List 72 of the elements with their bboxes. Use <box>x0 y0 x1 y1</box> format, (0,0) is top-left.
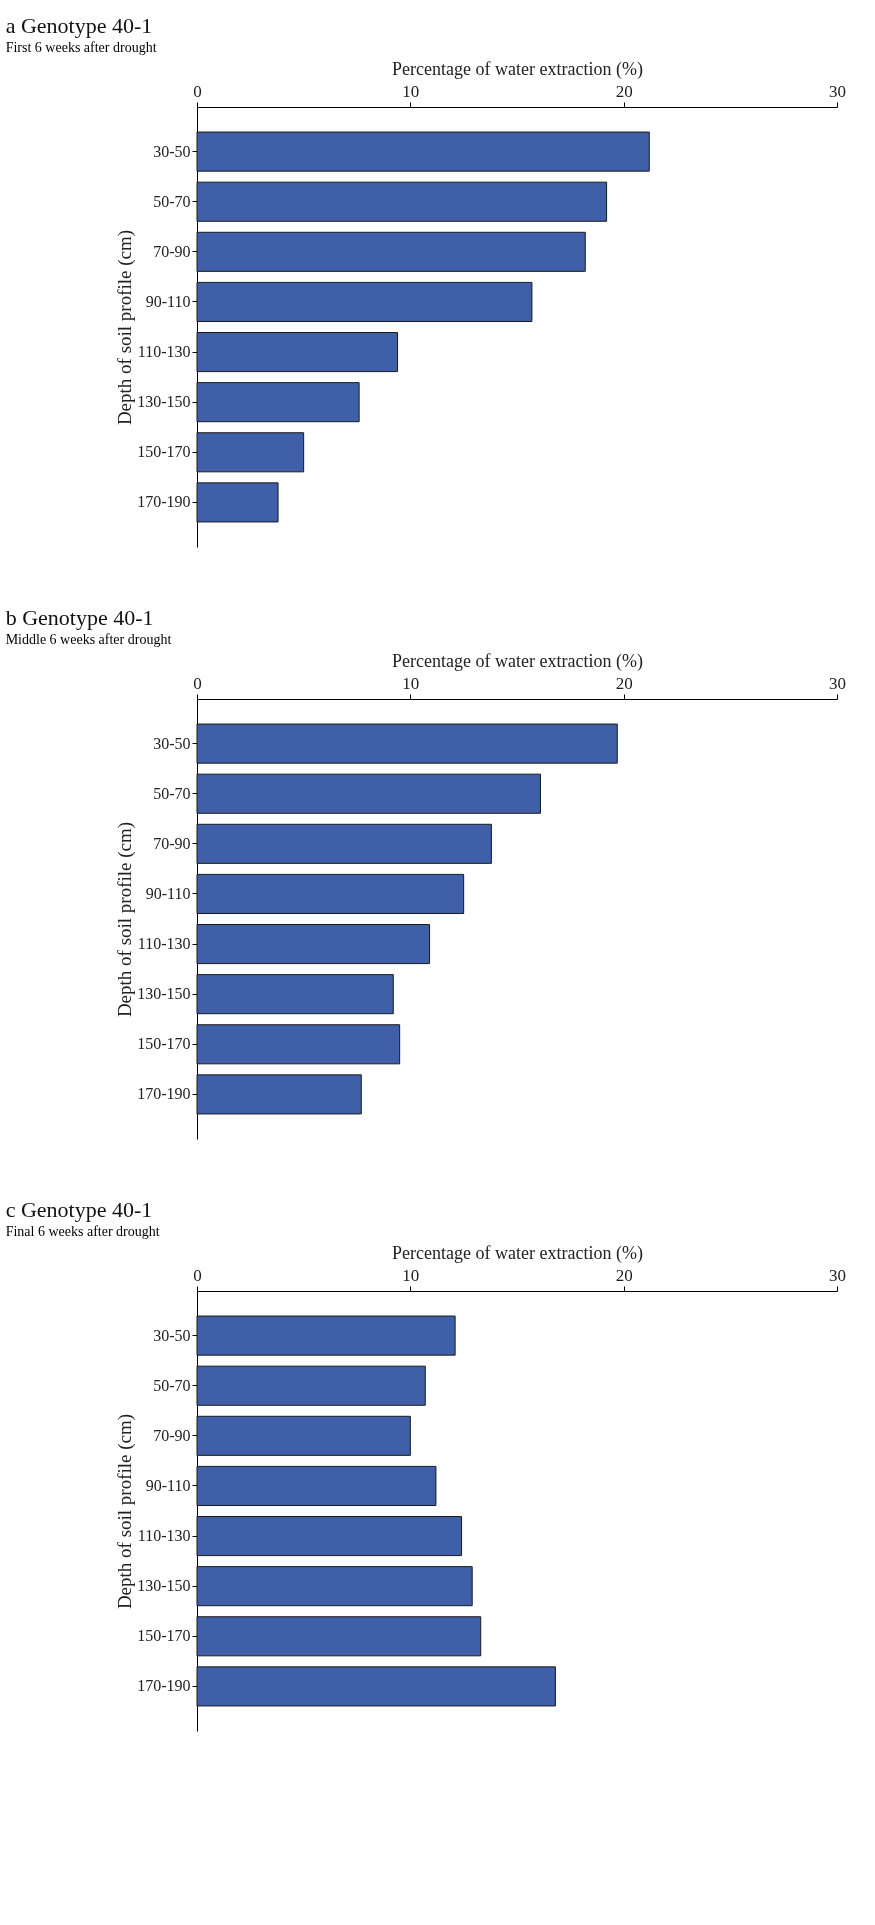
bar <box>196 482 279 523</box>
y-axis-title: Depth of soil profile (cm) <box>114 229 137 426</box>
y-tick-label: 170-190 <box>137 1085 191 1103</box>
bar <box>196 723 618 764</box>
y-tick-label: 130-150 <box>137 393 191 411</box>
chart-title: a Genotype 40-1 <box>5 13 153 38</box>
text: Final 6 weeks after drought <box>5 1224 160 1239</box>
y-tick-label: 50-70 <box>153 784 191 802</box>
y-axis-title: Depth of soil profile (cm) <box>114 1413 137 1610</box>
y-tick-label: 150-170 <box>137 443 191 461</box>
x-axis-title: Percentage of water extraction (%) <box>392 58 643 80</box>
y-tick-label: 170-190 <box>137 1677 191 1695</box>
x-tick-label: 0 <box>193 1265 202 1285</box>
y-tick-label: 70-90 <box>153 1426 191 1444</box>
x-tick-label: 30 <box>829 1265 846 1285</box>
bar <box>196 974 394 1015</box>
bar <box>196 1315 456 1356</box>
y-axis-title: Depth of soil profile (cm) <box>114 821 137 1018</box>
y-tick-label: 30-50 <box>153 1326 191 1344</box>
bar <box>196 1566 473 1607</box>
bar <box>196 1074 362 1115</box>
chart-subtitle: Middle 6 weeks after drought <box>5 632 172 647</box>
bar <box>196 1024 401 1065</box>
y-tick-label: 50-70 <box>153 192 191 210</box>
bar <box>196 1415 411 1456</box>
chart-title: b Genotype 40-1 <box>5 605 154 630</box>
bar <box>196 924 431 965</box>
y-tick-label: 70-90 <box>153 242 191 260</box>
text: First 6 weeks after drought <box>5 40 157 55</box>
y-tick-label: 170-190 <box>137 493 191 511</box>
x-tick-label: 30 <box>829 81 846 101</box>
bar <box>196 432 305 473</box>
y-tick-label: 130-150 <box>137 1577 191 1595</box>
x-axis-title: Percentage of water extraction (%) <box>392 1242 643 1264</box>
y-tick-label: 90-110 <box>145 1476 191 1494</box>
y-tick-label: 90-110 <box>145 884 191 902</box>
y-tick-label: 110-130 <box>137 935 191 953</box>
x-tick-label: 10 <box>402 1265 420 1285</box>
bar <box>196 823 492 864</box>
x-axis-title: Percentage of water extraction (%) <box>392 650 643 672</box>
y-tick-label: 150-170 <box>137 1035 191 1053</box>
x-tick-label: 20 <box>615 81 633 101</box>
y-tick-label: 110-130 <box>137 343 191 361</box>
bar <box>196 281 533 322</box>
y-tick-label: 50-70 <box>153 1376 191 1394</box>
x-tick-label: 10 <box>402 673 420 693</box>
y-tick-label: 130-150 <box>137 985 191 1003</box>
x-tick-label: 20 <box>615 1265 633 1285</box>
bar <box>196 1516 463 1557</box>
bar <box>196 1616 482 1657</box>
bar <box>196 773 541 814</box>
x-tick-label: 10 <box>402 81 420 101</box>
y-tick-label: 150-170 <box>137 1627 191 1645</box>
x-tick-label: 20 <box>615 673 633 693</box>
x-tick-label: 30 <box>829 673 846 693</box>
bar <box>196 1666 556 1707</box>
chart-title: c Genotype 40-1 <box>5 1197 153 1222</box>
bar <box>196 181 608 222</box>
bar <box>196 382 360 423</box>
bar <box>196 231 586 272</box>
y-tick-label: 30-50 <box>153 734 191 752</box>
y-tick-label: 90-110 <box>145 292 191 310</box>
bar <box>196 332 399 373</box>
y-tick-label: 110-130 <box>137 1527 191 1545</box>
y-tick-label: 70-90 <box>153 834 191 852</box>
x-tick-label: 0 <box>193 81 202 101</box>
x-tick-label: 0 <box>193 673 202 693</box>
bar <box>196 1365 426 1406</box>
bar <box>196 873 465 914</box>
bar <box>196 131 650 172</box>
bar <box>196 1465 437 1506</box>
y-tick-label: 30-50 <box>153 142 191 160</box>
